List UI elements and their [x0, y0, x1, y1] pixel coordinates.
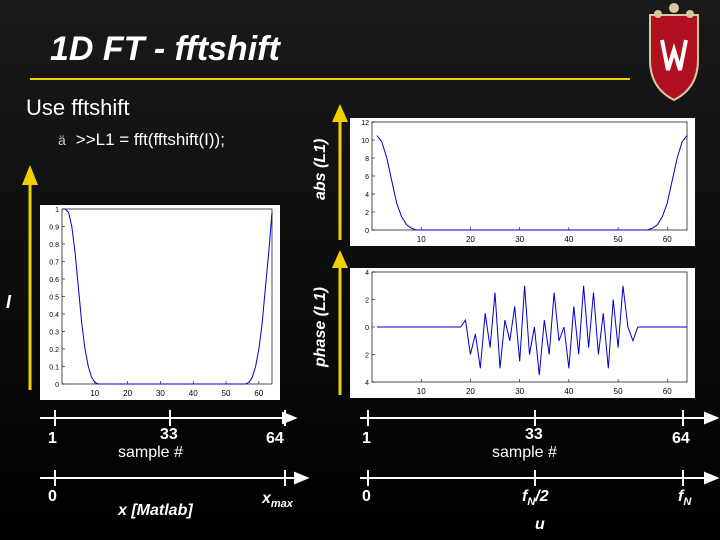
- left-axis-arrow: [22, 165, 38, 390]
- fn-half-sub: N: [527, 496, 536, 509]
- y-tick-label: 2: [365, 210, 369, 217]
- left-tick-33: 33: [160, 426, 178, 443]
- right-sample-label: sample #: [492, 444, 557, 461]
- uw-crest-logo: [649, 3, 699, 102]
- right-tick-64: 64: [672, 430, 690, 447]
- title-divider: [30, 78, 630, 80]
- x-tick-label: 50: [614, 387, 623, 396]
- plot-frame: [371, 121, 688, 231]
- right-f-zero: 0: [362, 488, 371, 505]
- bottom-axis-left-1: [40, 410, 298, 426]
- y-tick-label: 0: [365, 228, 369, 235]
- x-tick-label: 60: [254, 389, 263, 398]
- fn-half-tail: /2: [535, 488, 549, 505]
- right-tick-1: 1: [362, 430, 371, 447]
- y-tick-label: 6: [365, 174, 369, 181]
- y-tick-label: 2: [365, 298, 369, 305]
- abs-axis-arrow: [332, 104, 348, 240]
- y-tick-label: 0.2: [49, 347, 59, 354]
- bottom-axis-right-1: [360, 410, 720, 426]
- series-line-0: [376, 135, 688, 231]
- y-tick-label: 0.9: [49, 225, 59, 232]
- x-max-base: x: [262, 490, 271, 507]
- x-matlab-label: x [Matlab]: [118, 502, 193, 519]
- left-sample-label: sample #: [118, 444, 183, 461]
- y-tick-label: 0: [55, 382, 59, 389]
- y-tick-label: 0.1: [49, 365, 59, 372]
- x-tick-label: 30: [515, 235, 524, 244]
- y-tick-label: 2: [365, 353, 369, 360]
- y-tick-label: 12: [361, 120, 369, 127]
- fn-half-base: f: [522, 488, 528, 505]
- y-tick-label: 8: [365, 156, 369, 163]
- y-tick-label: 0.8: [49, 242, 59, 249]
- y-tick-label: 0.5: [49, 295, 59, 302]
- y-tick-label: 0.7: [49, 260, 59, 267]
- u-label: u: [535, 516, 545, 533]
- plot-frame: [61, 208, 273, 385]
- y-tick-label: 0.3: [49, 330, 59, 337]
- fn-sub: N: [683, 496, 692, 509]
- series-line-0: [64, 208, 273, 385]
- fn-label: fN: [678, 488, 691, 508]
- left-tick-1: 1: [48, 430, 57, 447]
- abs-label: abs (L1): [312, 138, 329, 200]
- x-tick-label: 20: [466, 235, 475, 244]
- y-tick-label: 1: [55, 207, 59, 214]
- left-x-zero: 0: [48, 488, 57, 505]
- fn-half-label: fN/2: [522, 488, 549, 508]
- abs-plot: 10 20 30 40 50 60 0 2 4 6 8 10 12: [350, 118, 695, 246]
- time-domain-plot: 10 20 30 40 50 60 0 0.1 0.2 0.3 0.4 0.5 0.6 0.7 0.8 0.9…: [40, 205, 280, 400]
- x-tick-label: 20: [123, 389, 132, 398]
- y-tick-label: 0.4: [49, 312, 59, 319]
- code-bullet: ä >>L1 = fft(fftshift(I));: [58, 130, 225, 150]
- series-line-0: [376, 285, 687, 376]
- x-tick-label: 20: [466, 387, 475, 396]
- x-tick-label: 50: [614, 235, 623, 244]
- x-tick-label: 40: [564, 235, 573, 244]
- x-tick-label: 50: [222, 389, 231, 398]
- bullet-icon: ä: [58, 132, 66, 148]
- bullet-code-text: >>L1 = fft(fftshift(I));: [75, 130, 225, 149]
- y-tick-label: 4: [365, 192, 369, 199]
- x-tick-label: 40: [189, 389, 198, 398]
- x-tick-label: 10: [417, 387, 426, 396]
- y-tick-label: 0: [365, 325, 369, 332]
- slide-title: 1D FT - fftshift: [50, 30, 280, 68]
- bottom-axis-right-2: [360, 470, 720, 486]
- section-heading: Use fftshift: [26, 95, 130, 120]
- left-axis-label: I: [6, 292, 12, 312]
- left-tick-64: 64: [266, 430, 284, 447]
- bottom-axis-left-2: [40, 470, 310, 486]
- x-tick-label: 60: [663, 235, 672, 244]
- right-tick-33: 33: [525, 426, 543, 443]
- fn-base: f: [678, 488, 684, 505]
- x-max-sub: max: [270, 498, 293, 511]
- y-tick-label: 4: [365, 380, 369, 387]
- x-tick-label: 40: [564, 387, 573, 396]
- y-tick-label: 10: [361, 138, 369, 145]
- x-tick-label: 10: [417, 235, 426, 244]
- x-tick-label: 10: [90, 389, 99, 398]
- y-tick-label: 0.6: [49, 277, 59, 284]
- x-max-label: xmax: [262, 490, 293, 510]
- x-tick-label: 60: [663, 387, 672, 396]
- phase-axis-arrow: [332, 250, 348, 395]
- x-tick-label: 30: [156, 389, 165, 398]
- phase-label: phase (L1): [312, 286, 329, 367]
- x-tick-label: 30: [515, 387, 524, 396]
- y-tick-label: 4: [365, 270, 369, 277]
